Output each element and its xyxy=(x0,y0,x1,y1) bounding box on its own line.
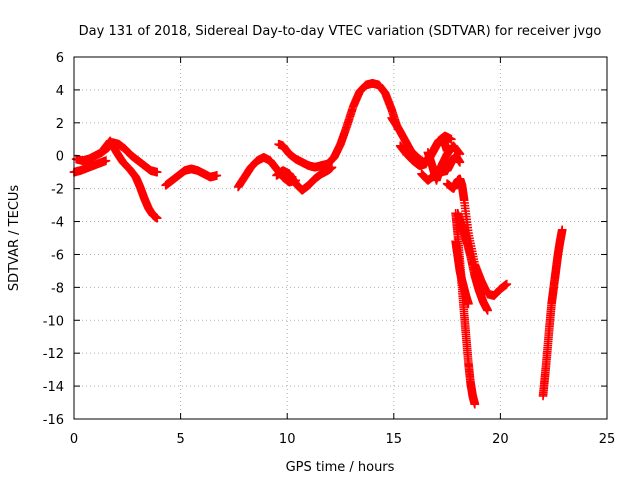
y-tick-label: 6 xyxy=(56,51,64,66)
y-tick-label: -16 xyxy=(43,413,64,428)
chart-title: Day 131 of 2018, Sidereal Day-to-day VTE… xyxy=(79,24,602,39)
y-tick-label: -10 xyxy=(43,314,64,329)
series-arc1 xyxy=(69,156,111,177)
data-point xyxy=(455,149,465,159)
y-tick-label: 0 xyxy=(56,150,64,165)
plot-frame xyxy=(73,56,608,420)
series-arc4 xyxy=(161,164,222,190)
data-layer xyxy=(69,79,567,409)
series-arc3 xyxy=(99,136,162,223)
x-tick-label: 20 xyxy=(492,432,509,447)
x-tick-label: 0 xyxy=(70,432,78,447)
y-tick-label: -4 xyxy=(51,216,64,231)
y-tick-label: 2 xyxy=(56,117,64,132)
x-tick-label: 15 xyxy=(386,432,403,447)
series-arc16 xyxy=(538,225,567,401)
y-tick-label: -14 xyxy=(43,380,64,395)
x-tick-label: 25 xyxy=(599,432,616,447)
y-tick-label: 4 xyxy=(56,84,64,99)
data-point xyxy=(470,399,480,409)
data-point xyxy=(464,299,473,309)
series-arc15 xyxy=(451,236,473,309)
axis-ticks: 0 5 10 15 20 25 -16 -14 -12 -10 -8 -6 -4 -2 0 2 4 6 xyxy=(43,51,616,447)
series-arc6 xyxy=(274,79,403,172)
data-point xyxy=(101,156,111,165)
series-arc11 xyxy=(423,141,465,185)
y-tick-label: -2 xyxy=(51,183,64,198)
data-point xyxy=(483,306,492,315)
y-tick-label: -8 xyxy=(51,281,64,296)
grid xyxy=(74,57,607,419)
series-arc7 xyxy=(272,162,337,195)
y-tick-label: -6 xyxy=(51,248,64,263)
series-arc5 xyxy=(233,153,301,192)
data-point xyxy=(502,279,512,289)
data-point xyxy=(557,225,567,235)
data-point xyxy=(447,134,456,144)
x-tick-label: 10 xyxy=(279,432,296,447)
data-point xyxy=(455,158,465,167)
data-point xyxy=(327,162,337,172)
data-point xyxy=(152,213,162,223)
data-point xyxy=(152,167,162,177)
x-axis-label: GPS time / hours xyxy=(286,460,395,475)
data-point xyxy=(212,171,222,180)
y-axis-label: SDTVAR / TECUs xyxy=(7,185,22,292)
x-tick-label: 5 xyxy=(176,432,184,447)
y-tick-label: -12 xyxy=(43,347,64,362)
